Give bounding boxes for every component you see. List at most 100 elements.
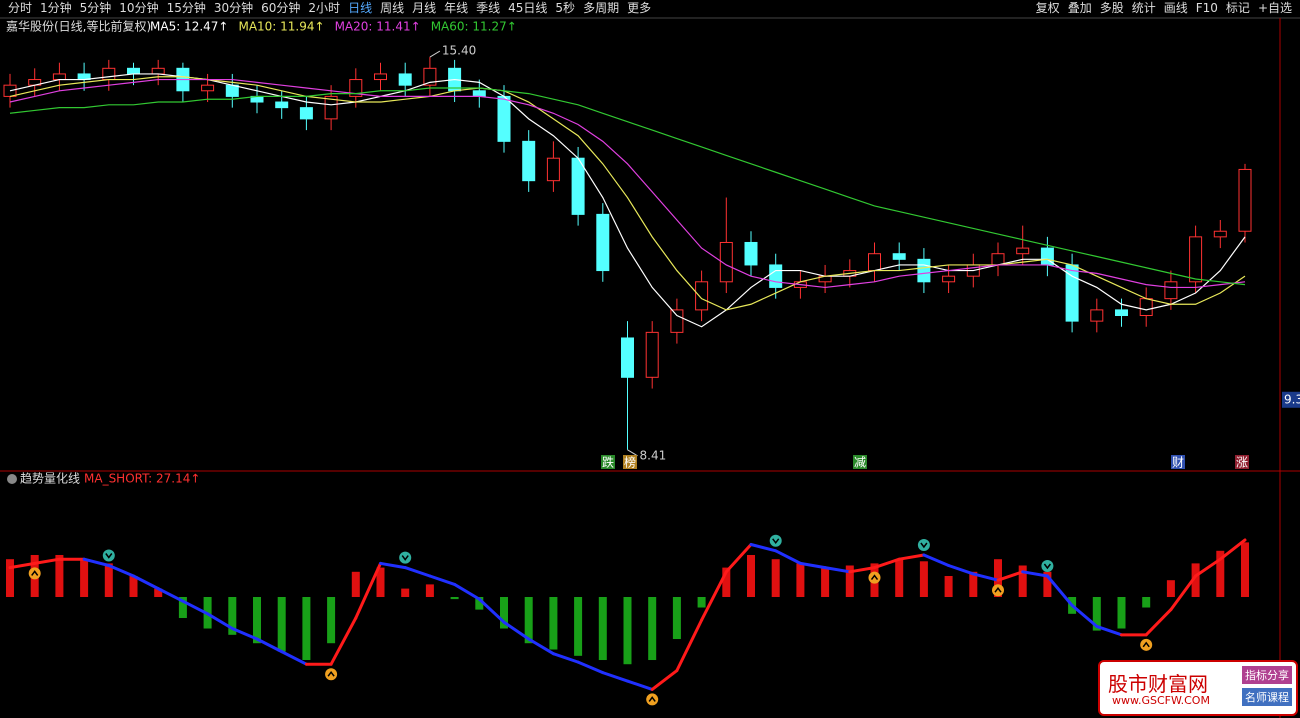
event-marker: 减 — [854, 456, 866, 470]
signal-arrow — [105, 553, 113, 559]
sell-signal — [102, 549, 115, 562]
histogram-bar — [376, 567, 385, 598]
ma-line — [9, 78, 1246, 289]
event-marker: 涨 — [1236, 455, 1248, 470]
indicator-title: 趋势量化线 — [20, 472, 80, 486]
ma-short-segment — [181, 599, 210, 616]
stock-title: 嘉华股份(日线,等比前复权) — [6, 19, 151, 34]
candle-body — [522, 140, 536, 182]
toolbar-button[interactable]: 10分钟 — [119, 1, 159, 15]
histogram-bar — [672, 597, 681, 640]
toolbar-button[interactable]: 画线 — [1163, 1, 1188, 15]
buy-signal — [1140, 638, 1153, 651]
ma-short-segment — [626, 679, 654, 691]
watermark-tag: 名师课程 — [1242, 688, 1292, 706]
ma-short-segment — [428, 574, 457, 586]
histogram-bar — [598, 597, 607, 661]
signal-arrow — [920, 542, 928, 549]
ma-short-segment — [527, 637, 555, 656]
ma-short-segment — [1045, 574, 1074, 607]
histogram-bar — [302, 597, 311, 661]
toolbar-button[interactable]: 多周期 — [583, 1, 620, 15]
buy-signal — [325, 668, 338, 681]
signal-arrow — [648, 696, 656, 702]
event-marker: 跌 — [602, 455, 614, 470]
histogram-bar — [821, 567, 830, 598]
toolbar-button[interactable]: 1分钟 — [40, 1, 72, 15]
toolbar-button[interactable]: 统计 — [1131, 1, 1156, 15]
candle-body — [275, 101, 289, 109]
ma-short-segment — [798, 561, 827, 570]
toolbar-button[interactable]: 标记 — [1225, 1, 1250, 15]
toolbar-button[interactable]: 45日线 — [508, 1, 548, 15]
ma-short-segment — [206, 612, 234, 631]
toolbar-button[interactable]: 年线 — [444, 1, 469, 15]
toolbar-button[interactable]: 多股 — [1099, 1, 1124, 15]
legend-item: MA5: 12.47↑ — [150, 20, 228, 34]
candle-body — [324, 95, 338, 120]
candle-body — [942, 275, 956, 283]
toolbar-button[interactable]: 季线 — [476, 1, 501, 15]
candle-body — [497, 95, 511, 142]
histogram-bar — [944, 575, 953, 598]
candle-body — [670, 309, 684, 333]
collapse-icon[interactable] — [7, 474, 17, 484]
histogram-bar — [351, 571, 360, 598]
candle-body — [1139, 298, 1153, 317]
histogram-bar — [1092, 597, 1101, 631]
ma-short-segment — [848, 566, 876, 574]
ma-short-segment — [897, 553, 926, 561]
toolbar-button[interactable]: 更多 — [627, 1, 652, 15]
signal-arrow — [1043, 563, 1051, 570]
candle-body — [1189, 236, 1203, 283]
histogram-bar — [450, 597, 459, 600]
ma-short-segment — [329, 616, 358, 666]
toolbar-button[interactable]: 周线 — [380, 1, 405, 15]
toolbar-button[interactable]: 复权 — [1035, 1, 1060, 15]
event-marker: 财 — [1172, 456, 1184, 470]
histogram-bar — [401, 588, 410, 598]
toolbar-button[interactable]: 叠加 — [1067, 1, 1092, 15]
toolbar-button[interactable]: 30分钟 — [213, 1, 254, 15]
histogram-bar — [1117, 597, 1126, 629]
ma-short-segment — [823, 566, 852, 574]
candle-body — [892, 253, 906, 260]
annotation-label: 8.41 — [640, 448, 667, 462]
candle-body — [571, 157, 585, 215]
event-marker-box — [1171, 455, 1185, 469]
toolbar-button[interactable]: 5分钟 — [79, 1, 112, 15]
ma-short-segment — [724, 542, 753, 574]
ma-line — [9, 73, 1246, 328]
toolbar-button[interactable]: 分时 — [8, 1, 33, 15]
ma-short-segment — [1194, 557, 1222, 578]
histogram-bar — [129, 575, 138, 598]
ma-short-segment — [477, 597, 506, 624]
period-toolbar: 分时 1分钟 5分钟 10分钟 15分钟 30分钟 60分钟 2小时 日线 周线 月线 年线 季线 45日… — [4, 0, 655, 16]
toolbar-button[interactable]: 15分钟 — [166, 1, 206, 15]
toolbar-button[interactable]: 月线 — [412, 1, 437, 15]
toolbar-button[interactable]: 2小时 — [308, 1, 341, 15]
ma-short-segment — [230, 627, 259, 641]
ma-short-segment — [502, 620, 531, 641]
annotation-pointer — [429, 50, 441, 58]
signal-arrow — [327, 670, 335, 677]
histogram-bar — [6, 559, 14, 598]
ma-short-segment — [700, 570, 728, 622]
toolbar-button[interactable]: 5秒 — [555, 1, 576, 15]
candle-body — [472, 90, 486, 97]
toolbar-button[interactable]: 60分钟 — [261, 1, 301, 15]
candle-body — [769, 264, 783, 288]
toolbar-button[interactable]: 日线 — [348, 1, 373, 15]
legend-item: MA_SHORT: 27.14↑ — [84, 472, 200, 486]
candle-body — [621, 337, 634, 378]
watermark-tag: 指标分享 — [1242, 666, 1292, 684]
histogram-bar — [1043, 571, 1052, 598]
signal-arrow — [994, 586, 1002, 593]
ma-short-segment — [255, 637, 284, 654]
signal-arrow — [1142, 641, 1150, 648]
toolbar-button[interactable]: F10 — [1195, 1, 1218, 15]
toolbar-button[interactable]: +自选 — [1257, 1, 1292, 15]
ma-short-segment — [601, 671, 629, 683]
